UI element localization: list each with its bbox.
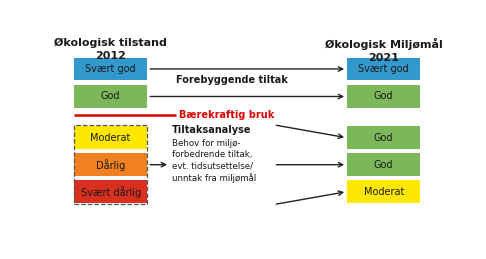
- Text: God: God: [101, 91, 121, 102]
- Text: Moderat: Moderat: [364, 187, 404, 197]
- Bar: [347, 153, 420, 176]
- Bar: [74, 153, 147, 176]
- Bar: [347, 85, 420, 108]
- Bar: [74, 125, 147, 204]
- Text: God: God: [374, 91, 394, 102]
- Text: Bærekraftig bruk: Bærekraftig bruk: [179, 110, 275, 120]
- Text: Moderat: Moderat: [90, 133, 131, 143]
- Text: Svært god: Svært god: [358, 64, 409, 74]
- Bar: [74, 57, 147, 81]
- Text: Tiltaksanalyse: Tiltaksanalyse: [172, 125, 251, 135]
- Bar: [347, 57, 420, 81]
- Text: Forebyggende tiltak: Forebyggende tiltak: [176, 75, 288, 85]
- Text: God: God: [374, 133, 394, 143]
- Bar: [347, 126, 420, 149]
- Text: Økologisk tilstand
2012: Økologisk tilstand 2012: [54, 38, 167, 61]
- Text: Svært god: Svært god: [86, 64, 136, 74]
- Bar: [347, 180, 420, 203]
- Bar: [74, 180, 147, 203]
- Text: Svært dårlig: Svært dårlig: [81, 186, 141, 198]
- Text: Dårlig: Dårlig: [96, 159, 125, 171]
- Text: Økologisk Miljømål
2021: Økologisk Miljømål 2021: [325, 38, 443, 62]
- Text: God: God: [374, 160, 394, 170]
- Bar: [74, 126, 147, 149]
- Bar: [74, 85, 147, 108]
- Text: Behov for miljø-
forbedrende tiltak,
evt. tidsutsettelse/
unntak fra miljømål: Behov for miljø- forbedrende tiltak, evt…: [172, 139, 256, 183]
